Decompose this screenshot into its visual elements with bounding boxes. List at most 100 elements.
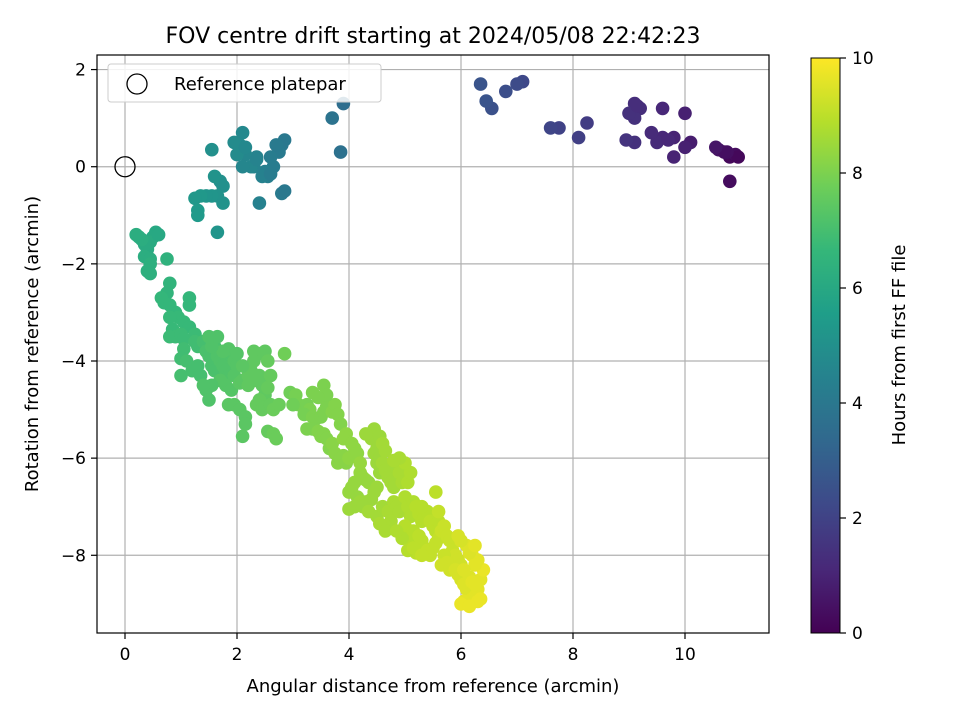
data-point [230, 346, 244, 361]
data-point [468, 538, 482, 553]
data-point [235, 429, 250, 444]
colorbar-frame [810, 57, 841, 634]
data-point [238, 140, 253, 155]
data-point [723, 174, 737, 189]
data-point [619, 133, 633, 147]
data-point [473, 592, 488, 606]
data-point [277, 184, 292, 198]
legend-label: Reference platepar [174, 74, 346, 95]
data-point [235, 159, 250, 174]
data-point [468, 558, 482, 572]
data-point [191, 208, 205, 223]
x-axis-ticks: 0 2 4 6 8 10 [120, 633, 696, 665]
x-tick-label: 0 [120, 645, 131, 665]
data-point [263, 368, 278, 383]
colorbar-ticks: 0 2 4 6 8 10 [840, 49, 874, 644]
colorbar-gradient [811, 58, 840, 633]
data-point [359, 427, 373, 441]
data-point [311, 390, 326, 405]
data-point [238, 417, 253, 431]
data-point [182, 291, 197, 305]
data-point [272, 397, 286, 412]
colorbar-tick-label: 4 [852, 394, 863, 414]
y-tick-label: −8 [61, 546, 86, 566]
legend-marker [126, 73, 148, 95]
data-point [644, 125, 659, 140]
data-point [249, 152, 264, 167]
data-point [415, 499, 429, 514]
data-point [263, 150, 278, 164]
x-tick-label: 6 [456, 645, 467, 665]
colorbar-tick-label: 0 [852, 624, 863, 644]
data-point [655, 101, 670, 116]
data-point [473, 77, 488, 91]
data-point [202, 329, 216, 344]
data-point [378, 444, 393, 458]
data-point [207, 169, 222, 184]
data-point [678, 140, 692, 155]
data-point [202, 393, 216, 407]
data-point [709, 140, 723, 155]
data-point [188, 191, 202, 206]
data-point [387, 453, 401, 468]
data-point [247, 354, 261, 368]
x-tick-label: 4 [344, 645, 355, 665]
y-axis-ticks: −8 −6 −4 −2 0 2 [61, 61, 97, 566]
data-point [269, 431, 284, 446]
data-point [333, 145, 348, 159]
reference-platepar-point [114, 156, 136, 178]
data-point [630, 99, 645, 113]
data-point [431, 504, 446, 519]
data-point [216, 344, 230, 359]
data-point [370, 480, 384, 495]
data-point [325, 111, 340, 125]
plot-frame [96, 54, 770, 634]
colorbar-tick-label: 6 [852, 279, 863, 299]
data-point [286, 397, 300, 412]
y-tick-label: 0 [75, 158, 86, 178]
data-point [263, 167, 278, 181]
data-point [468, 577, 482, 592]
data-point [667, 150, 681, 164]
colorbar: 0 2 4 6 8 10 Hours from first FF file [810, 49, 910, 644]
data-point [342, 502, 356, 516]
data-point [210, 225, 225, 240]
data-point [571, 130, 586, 145]
chart-title: FOV centre drift starting at 2024/05/08 … [166, 24, 701, 49]
data-point [177, 332, 191, 346]
data-point [510, 77, 524, 91]
y-tick-label: −2 [61, 255, 86, 275]
data-point [269, 138, 284, 152]
data-point [731, 150, 745, 164]
data-point [216, 196, 230, 210]
data-point [227, 135, 241, 150]
data-point [129, 227, 143, 242]
y-axis-label: Rotation from reference (arcmin) [22, 196, 43, 492]
data-point [241, 378, 255, 393]
reference-marker [114, 156, 136, 178]
data-point [462, 599, 477, 614]
y-tick-label: −4 [61, 352, 86, 372]
x-tick-label: 2 [232, 645, 243, 665]
data-point [378, 524, 393, 538]
colorbar-tick-label: 8 [852, 164, 863, 184]
x-tick-label: 8 [568, 645, 579, 665]
colorbar-label: Hours from first FF file [889, 245, 910, 446]
data-point [277, 346, 292, 361]
data-point [261, 380, 275, 395]
data-point [429, 485, 443, 499]
data-point [196, 378, 211, 393]
data-point [415, 548, 429, 563]
data-point [235, 125, 250, 140]
data-point [205, 142, 219, 157]
y-tick-label: −6 [61, 449, 86, 469]
data-point [353, 456, 368, 470]
data-point [454, 533, 468, 548]
data-point [661, 133, 675, 147]
data-point [174, 368, 188, 383]
data-point [235, 359, 250, 373]
data-point [543, 121, 558, 135]
data-point [261, 354, 275, 368]
colorbar-tick-label: 2 [852, 509, 863, 529]
